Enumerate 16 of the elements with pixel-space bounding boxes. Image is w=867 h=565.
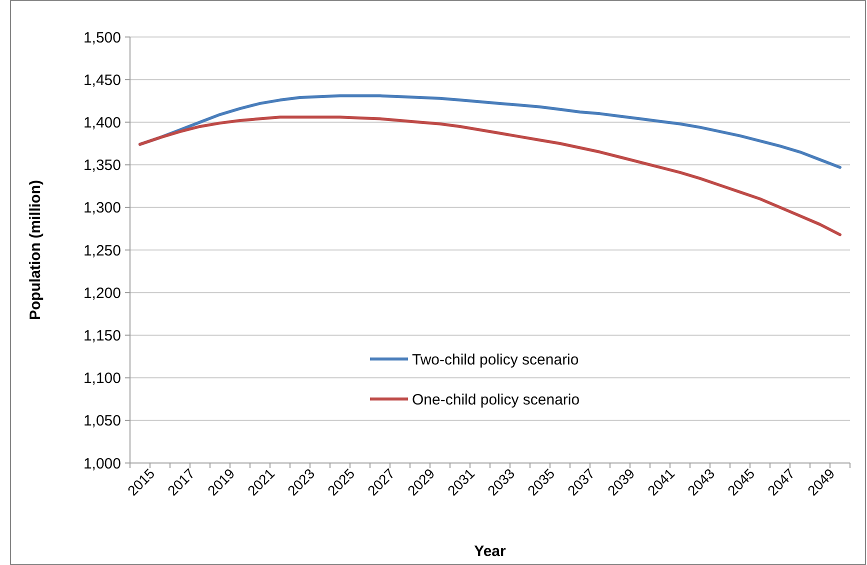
legend-label: Two-child policy scenario — [412, 351, 579, 368]
y-tick-label: 1,100 — [83, 370, 121, 388]
y-tick-label: 1,050 — [83, 412, 121, 430]
y-tick-label: 1,400 — [83, 114, 121, 132]
line-series — [138, 116, 842, 236]
y-tick-label: 1,500 — [83, 29, 121, 46]
y-tick-label: 1,250 — [83, 242, 121, 260]
y-tick-label: 1,450 — [83, 72, 121, 89]
x-axis-title: Year — [474, 543, 506, 560]
y-axis-title: Population (million) — [27, 180, 44, 320]
y-tick-label: 1,200 — [83, 284, 121, 302]
y-tick-label: 1,300 — [83, 200, 121, 217]
y-tick-label: 1,350 — [83, 157, 121, 174]
legend-label: One-child policy scenario — [412, 391, 580, 408]
y-tick-label: 1,150 — [83, 327, 121, 344]
y-tick-label: 1,000 — [83, 455, 121, 472]
